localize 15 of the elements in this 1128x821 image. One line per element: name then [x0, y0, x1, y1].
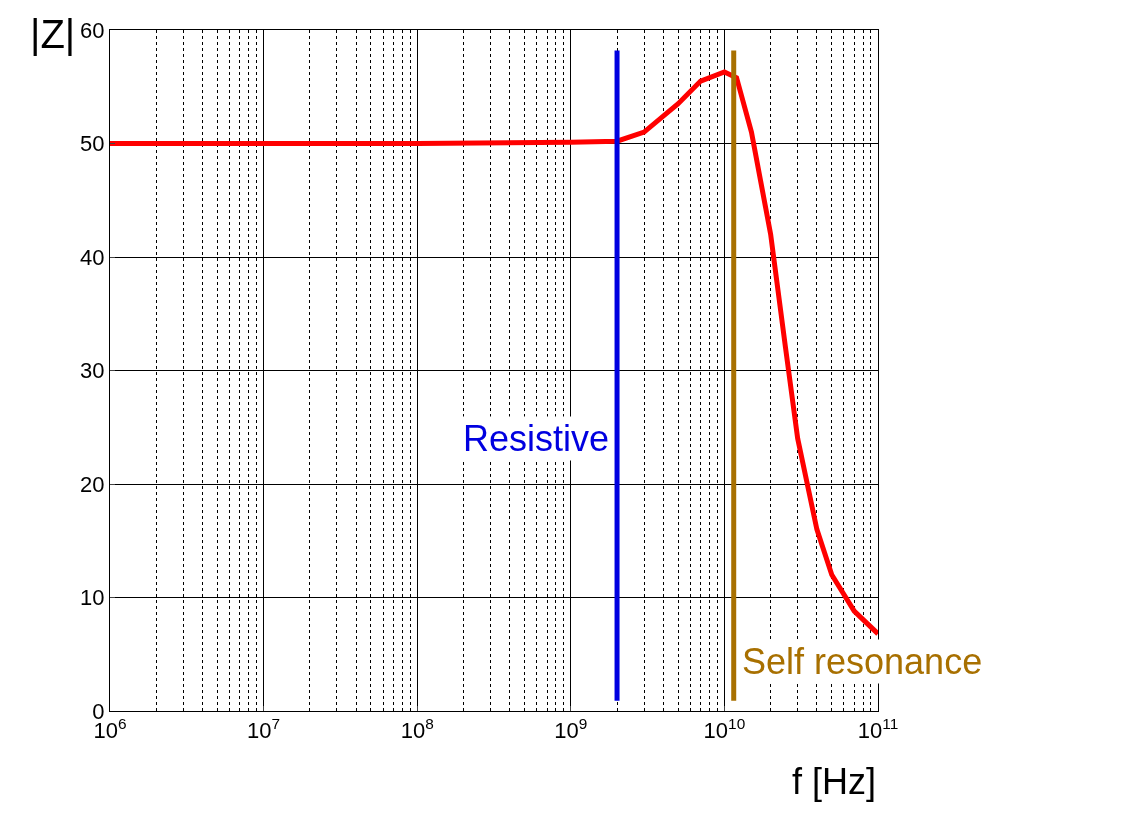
x-tick-label: 10$^{10}$	[703, 715, 746, 744]
x-tick-label: 10$^{7}$	[247, 715, 281, 744]
y-tick-label: 30	[80, 358, 105, 384]
x-tick-label: 10$^{8}$	[400, 715, 434, 744]
y-tick-label: 60	[80, 17, 105, 43]
ref-line-label: Resistive	[463, 418, 610, 459]
y-axis-title: |Z|	[30, 12, 76, 56]
y-tick-label: 40	[80, 244, 105, 270]
y-tick-label: 50	[80, 131, 105, 157]
y-tick-label: 10	[80, 585, 105, 611]
x-axis-title: f [Hz]	[792, 761, 877, 802]
x-tick-label: 10$^{11}$	[857, 715, 899, 744]
ref-line-label: Self resonance	[742, 641, 983, 682]
x-tick-label: 10$^{9}$	[554, 715, 588, 744]
y-tick-label: 20	[80, 471, 105, 497]
